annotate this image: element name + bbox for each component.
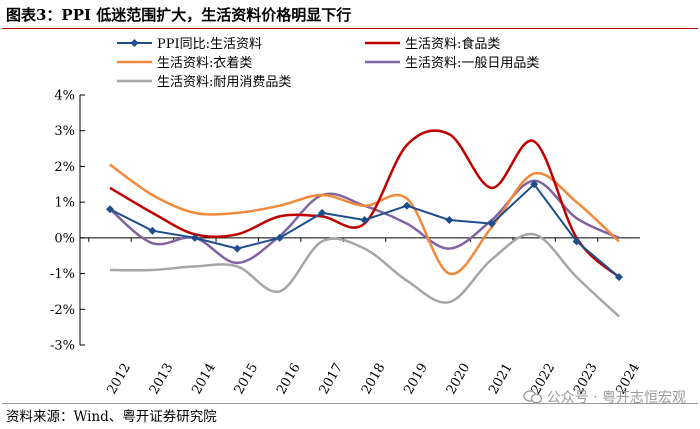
legend-label: 生活资料:衣着类 (157, 55, 252, 71)
x-tick-label: 2013 (147, 361, 177, 397)
y-tick-label: -3% (50, 339, 75, 354)
data-point (318, 208, 327, 217)
watermark: 公众号 · 粤开志恒宏观 (522, 387, 686, 407)
y-axis: -3% -2% -1% 0% 1% 2% 3% 4% (50, 89, 85, 354)
legend-label: 生活资料:耐用消费品类 (157, 75, 291, 90)
data-point (106, 205, 114, 214)
y-tick-label: -2% (50, 303, 75, 318)
title-rule (2, 28, 698, 29)
y-tick-label: 0% (54, 231, 75, 246)
watermark-text: 公众号 · 粤开志恒宏观 (546, 390, 686, 406)
data-point (530, 180, 539, 189)
y-tick-label: 3% (54, 124, 75, 139)
data-point (402, 201, 411, 210)
x-tick-label: 2021 (486, 361, 516, 397)
data-point (572, 237, 581, 246)
x-tick-label: 2017 (317, 361, 347, 397)
series-line-1 (109, 129, 620, 279)
series-lines (106, 129, 623, 318)
x-axis: 2012 2013 2014 2015 2016 2017 2018 2019 2020 2021… (80, 237, 643, 397)
x-tick-label: 2015 (232, 361, 262, 397)
y-tick-label: 2% (54, 160, 75, 175)
source-rule (2, 403, 698, 404)
x-tick-label: 2020 (444, 361, 474, 397)
wechat-icon (522, 390, 542, 404)
x-tick-label: 2016 (274, 361, 304, 397)
data-point (190, 233, 199, 242)
chart-title: 图表3：PPI 低迷范围扩大，生活资料价格明显下行 (6, 6, 352, 24)
y-tick-label: 1% (54, 196, 75, 211)
data-point (360, 216, 369, 224)
source-note: 资料来源：Wind、粤开证券研究院 (6, 409, 217, 425)
data-point (615, 273, 623, 282)
legend-label: 生活资料:一般日用品类 (405, 55, 539, 71)
data-point (487, 219, 496, 228)
legend-label: 生活资料:食品类 (405, 36, 500, 52)
legend-label: PPI同比:生活资料 (157, 37, 262, 52)
x-tick-label: 2014 (189, 361, 219, 397)
x-tick-label: 2019 (401, 361, 431, 397)
legend-marker (130, 39, 139, 47)
y-tick-label: 4% (54, 89, 75, 104)
data-point (275, 233, 284, 242)
series-line-4 (109, 232, 620, 318)
x-tick-label: 2018 (359, 361, 389, 397)
data-point (233, 244, 242, 253)
data-point (445, 216, 454, 224)
y-tick-label: -1% (50, 267, 75, 282)
series-line-2 (109, 163, 620, 276)
data-point (148, 226, 157, 235)
x-tick-label: 2012 (104, 361, 134, 397)
